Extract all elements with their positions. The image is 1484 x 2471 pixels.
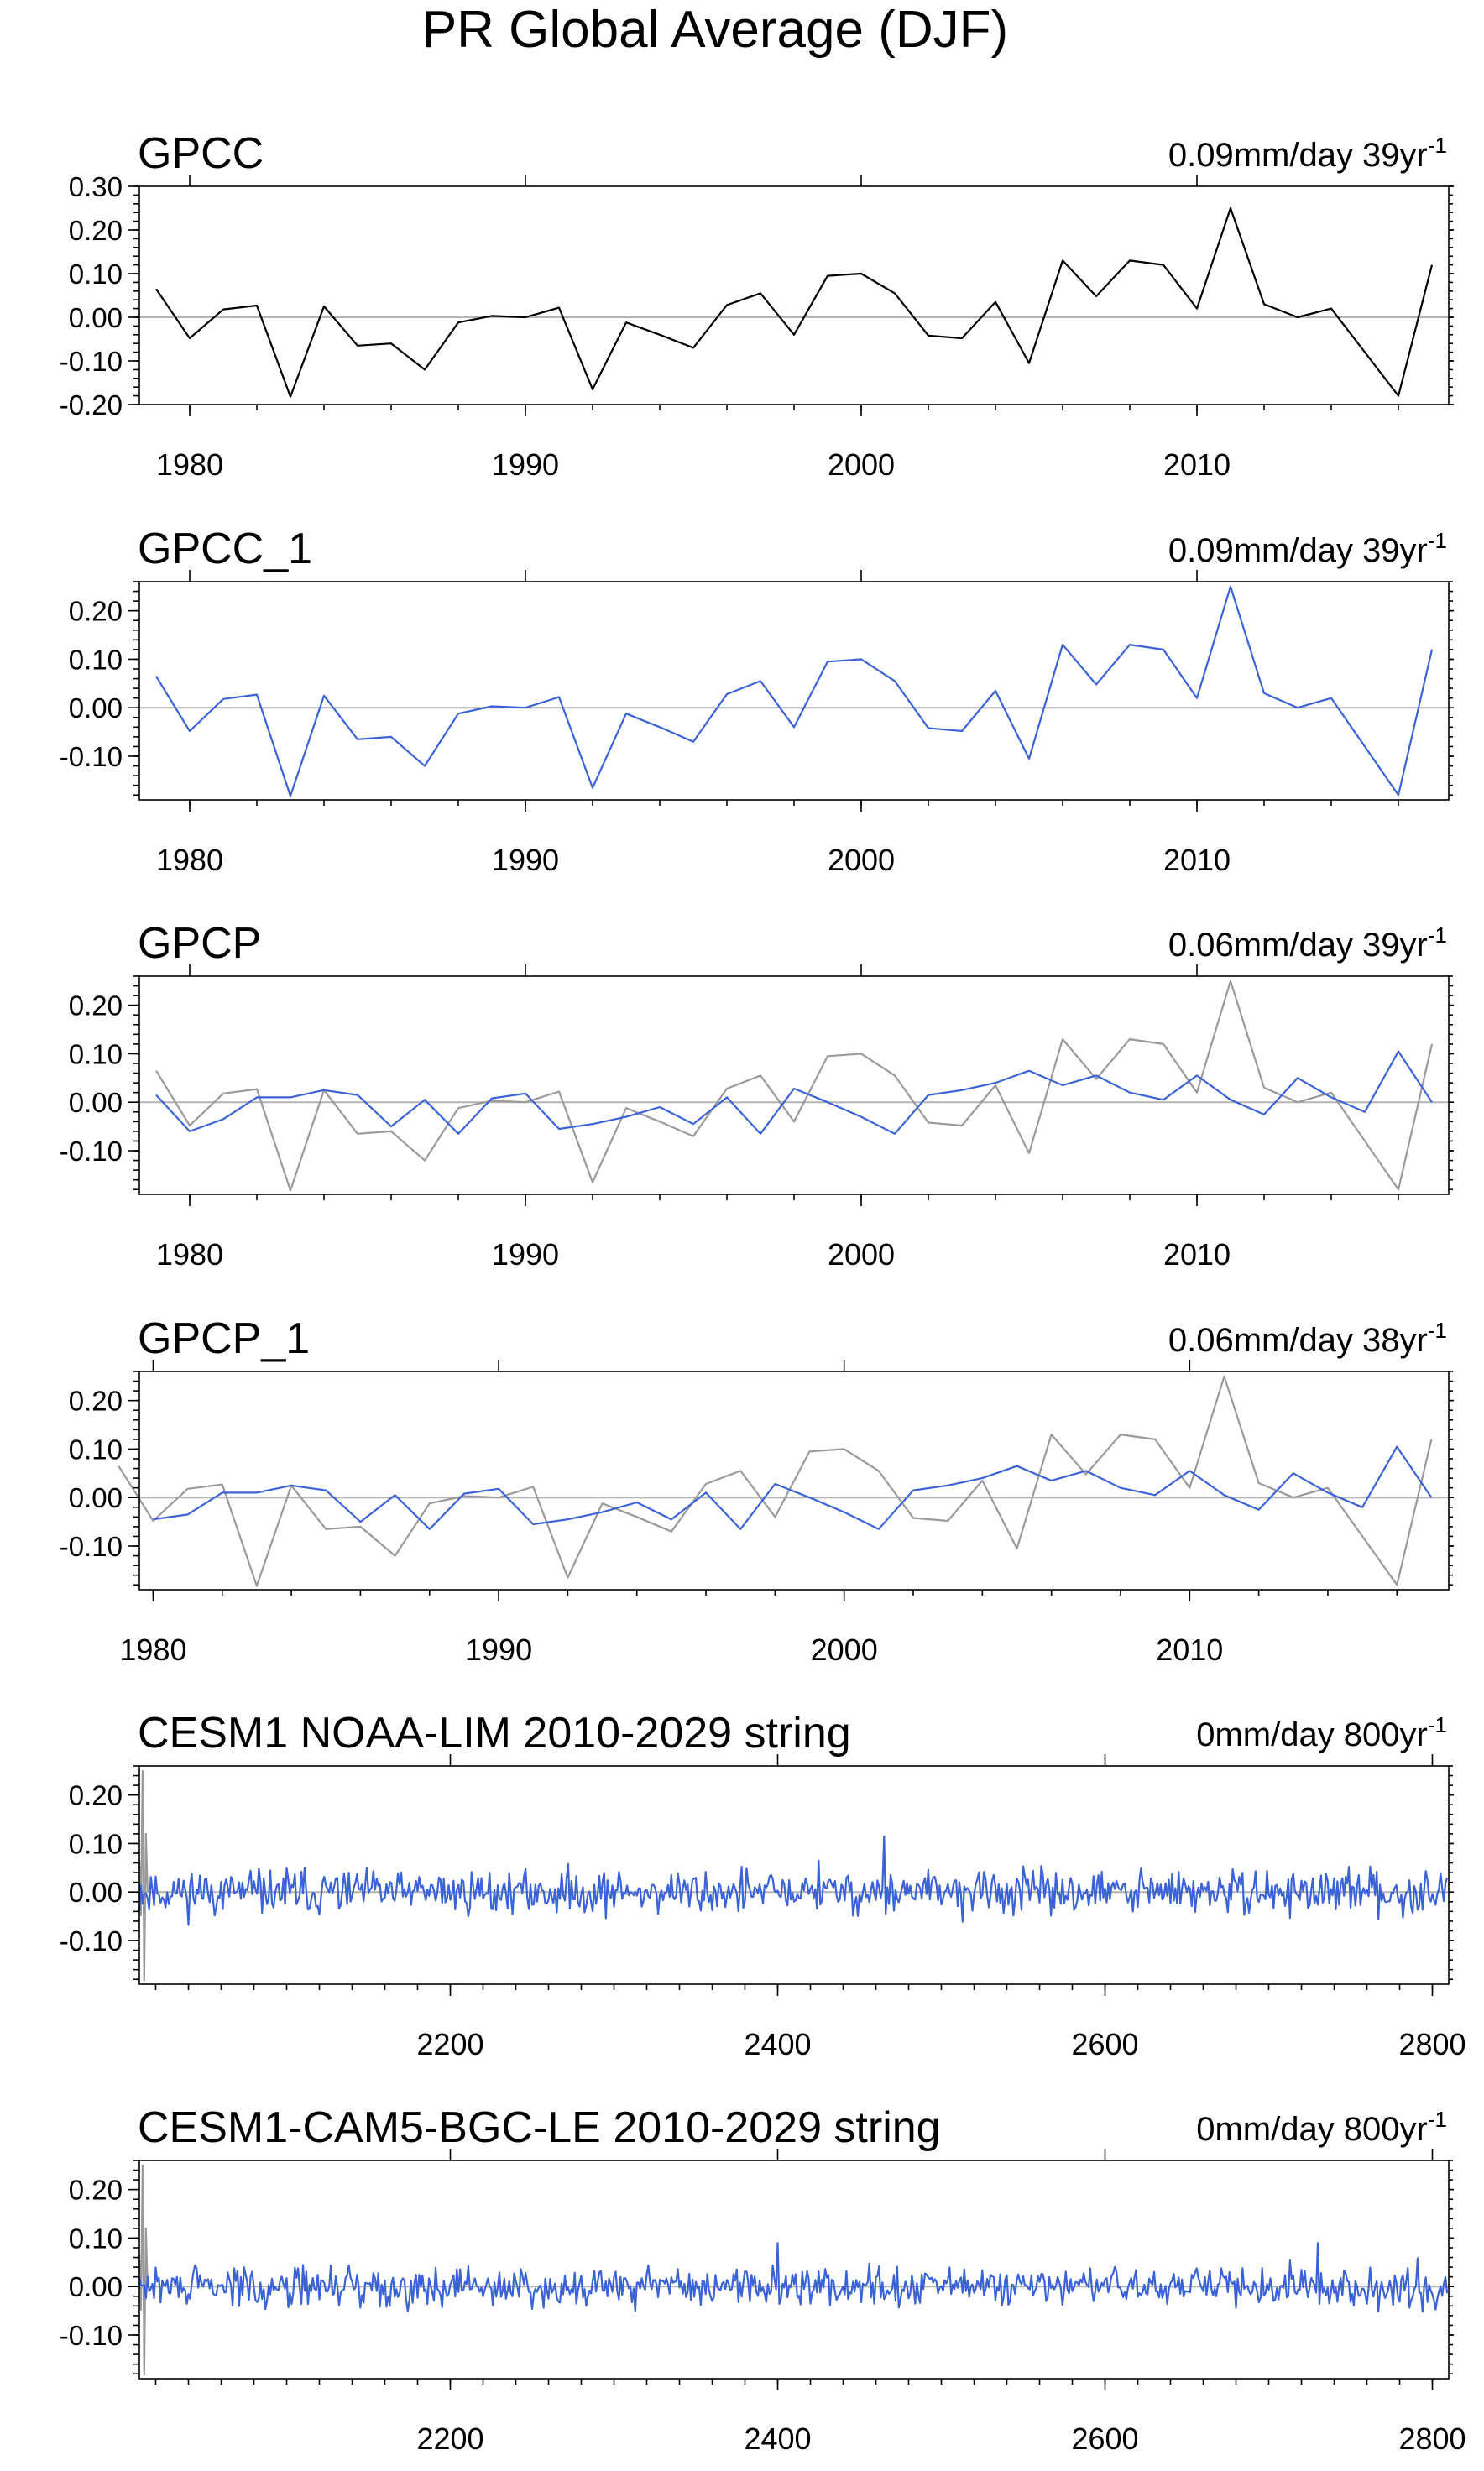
panel-gpcp: GPCP 0.06mm/day 39yr-1 -0.10 0.00 0.10 0.20 19… [60, 919, 1454, 1272]
x-tick-label: 2400 [744, 2421, 811, 2456]
x-tick-label: 2800 [1398, 2421, 1466, 2456]
x-tick-label: 1990 [465, 1633, 532, 1667]
y-tick-label: -0.10 [60, 741, 123, 772]
x-tick-label: 2600 [1071, 2027, 1138, 2061]
y-tick-label: -0.20 [60, 389, 123, 421]
series-observed-reference [138, 1769, 149, 1982]
y-tick-label: -0.10 [60, 1136, 123, 1167]
y-tick-label: 0.20 [69, 2175, 123, 2206]
series-cesm1-cam5-bgc-le [138, 2242, 1449, 2313]
panels-group: GPCC 0.09mm/day 39yr-1 -0.20 -0.10 0.00 0.10 0… [60, 129, 1466, 2456]
x-tick-label: 2000 [828, 1237, 895, 1272]
y-tick-label: 0.10 [69, 1038, 123, 1069]
y-tick-label: 0.00 [69, 692, 123, 724]
plot-frame [138, 1371, 1450, 1591]
x-tick-label: 1980 [156, 843, 223, 877]
panel-title: CESM1-CAM5-BGC-LE 2010-2029 string [138, 2103, 941, 2152]
panel-cesm1_cam5_bgc_le: CESM1-CAM5-BGC-LE 2010-2029 string 0mm/da… [60, 2103, 1466, 2456]
y-tick-label: 0.10 [69, 259, 123, 290]
trend-superscript: -1 [1428, 2107, 1447, 2132]
y-tick-label: 0.10 [69, 1828, 123, 1859]
trend-superscript: -1 [1428, 1712, 1447, 1737]
series-gpcc [155, 206, 1434, 398]
trend-label: 0.09mm/day 39yr-1 [1168, 133, 1447, 174]
y-tick-label: 0.10 [69, 644, 123, 675]
panel-gpcc_1: GPCC_1 0.09mm/day 39yr-1 -0.10 0.00 0.10 0.20… [60, 525, 1454, 877]
x-tick-label: 2000 [828, 843, 895, 877]
y-tick-label: 0.00 [69, 1877, 123, 1908]
x-tick-label: 2010 [1163, 1237, 1231, 1272]
x-tick-label: 1990 [492, 447, 559, 482]
x-tick-label: 2010 [1163, 843, 1231, 877]
plot-frame [138, 1765, 1450, 1985]
plot-frame [138, 2160, 1450, 2380]
y-tick-label: -0.10 [60, 1531, 123, 1562]
trend-label: 0mm/day 800yr-1 [1196, 2107, 1447, 2148]
y-tick-label: 0.20 [69, 1780, 123, 1811]
plot-frame [138, 185, 1450, 405]
y-tick-label: -0.10 [60, 346, 123, 377]
series-gpcc-reference- [118, 1375, 1433, 1587]
trend-superscript: -1 [1428, 1318, 1447, 1343]
x-tick-label: 2200 [416, 2421, 483, 2456]
series-gpcp-1 [153, 1445, 1433, 1530]
x-tick-label: 1980 [119, 1633, 186, 1667]
y-tick-label: 0.10 [69, 1434, 123, 1465]
trend-label: 0.06mm/day 38yr-1 [1168, 1318, 1447, 1359]
x-tick-label: 1980 [156, 1237, 223, 1272]
panel-title: GPCC_1 [138, 525, 312, 573]
panel-gpcc: GPCC 0.09mm/day 39yr-1 -0.20 -0.10 0.00 0.10 0… [60, 129, 1454, 482]
panel-gpcp_1: GPCP_1 0.06mm/day 38yr-1 -0.10 0.00 0.10 0.20… [60, 1314, 1454, 1667]
y-tick-label: 0.20 [69, 215, 123, 246]
series-gpcc-reference- [155, 980, 1434, 1192]
x-tick-label: 1990 [492, 1237, 559, 1272]
x-tick-label: 2010 [1163, 447, 1231, 482]
x-tick-label: 1980 [156, 447, 223, 482]
y-tick-label: 0.00 [69, 1482, 123, 1513]
x-tick-label: 2200 [416, 2027, 483, 2061]
trend-label: 0.06mm/day 39yr-1 [1168, 922, 1447, 964]
trend-label: 0mm/day 800yr-1 [1196, 1712, 1447, 1753]
series-gpcc-1 [155, 585, 1434, 797]
x-tick-label: 2000 [811, 1633, 878, 1667]
trend-label: 0.09mm/day 39yr-1 [1168, 528, 1447, 569]
trend-superscript: -1 [1428, 528, 1447, 553]
y-tick-label: 0.00 [69, 1087, 123, 1118]
y-tick-label: 0.00 [69, 302, 123, 333]
y-tick-label: 0.20 [69, 1386, 123, 1417]
x-tick-label: 2800 [1398, 2027, 1466, 2061]
y-tick-label: -0.10 [60, 2320, 123, 2351]
series-observed-reference [138, 2164, 149, 2376]
series-cesm1-noaa-lim [138, 1835, 1449, 1926]
y-tick-label: 0.10 [69, 2223, 123, 2254]
y-tick-label: 0.00 [69, 2271, 123, 2302]
panel-title: GPCP_1 [138, 1314, 310, 1363]
plot-frame [138, 975, 1450, 1195]
plot-frame [138, 581, 1450, 801]
trend-superscript: -1 [1428, 133, 1447, 158]
x-tick-label: 1990 [492, 843, 559, 877]
panel-cesm1_noaa_lim: CESM1 NOAA-LIM 2010-2029 string 0mm/day 8… [60, 1709, 1466, 2061]
panel-title: GPCP [138, 919, 261, 968]
panel-title: GPCC [138, 129, 264, 178]
figure-title: PR Global Average (DJF) [422, 1, 1008, 59]
x-tick-label: 2010 [1156, 1633, 1223, 1667]
series-gpcp [155, 1050, 1433, 1135]
y-tick-label: 0.20 [69, 596, 123, 627]
trend-superscript: -1 [1428, 922, 1447, 948]
panel-title: CESM1 NOAA-LIM 2010-2029 string [138, 1709, 851, 1758]
x-tick-label: 2600 [1071, 2421, 1138, 2456]
x-tick-label: 2400 [744, 2027, 811, 2061]
x-tick-label: 2000 [828, 447, 895, 482]
y-tick-label: 0.20 [69, 990, 123, 1021]
y-tick-label: -0.10 [60, 1925, 123, 1956]
y-tick-label: 0.30 [69, 171, 123, 202]
